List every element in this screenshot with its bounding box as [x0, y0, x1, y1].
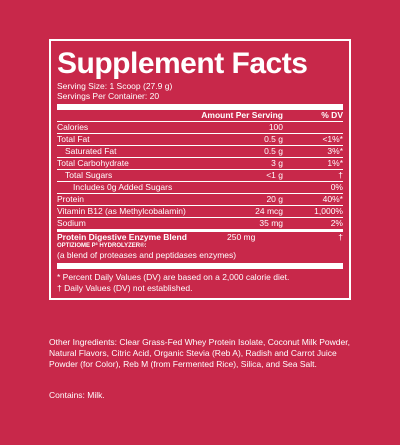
- nutrient-amount: <1 g: [266, 170, 283, 180]
- nutrient-name: Total Fat: [57, 134, 90, 144]
- serving-size: Serving Size: 1 Scoop (27.9 g): [57, 81, 173, 91]
- nutrient-amount: 20 g: [266, 194, 283, 204]
- nutrient-dv: 2%: [330, 218, 343, 228]
- nutrient-name: Includes 0g Added Sugars: [73, 182, 173, 192]
- header-dv: % DV: [321, 110, 343, 120]
- nutrient-row-total-fat: Total Fat 0.5 g <1%*: [57, 134, 343, 146]
- nutrient-row-calories: Calories 100: [57, 122, 343, 134]
- nutrient-name: Calories: [57, 122, 89, 132]
- nutrient-row-saturated-fat: Saturated Fat 0.5 g 3%*: [57, 146, 343, 158]
- dv-footnote: * Percent Daily Values (DV) are based on…: [57, 272, 290, 282]
- nutrient-dv: 1,000%: [314, 206, 343, 216]
- medium-divider: [57, 229, 343, 232]
- blend-brand: OPTIZIOME P³ HYDROLYZER®:: [57, 243, 147, 249]
- nutrient-row-added-sugars: Includes 0g Added Sugars 0%: [57, 182, 343, 194]
- blend-dv: †: [338, 232, 343, 242]
- nutrient-amount: 3 g: [271, 158, 283, 168]
- nutrient-dv: 0%: [330, 182, 343, 192]
- nutrient-dv: <1%*: [322, 134, 343, 144]
- nutrient-row-protein: Protein 20 g 40%*: [57, 194, 343, 206]
- nutrient-amount: 24 mcg: [255, 206, 283, 216]
- nutrient-name: Total Sugars: [65, 170, 113, 180]
- nutrient-dv: 40%*: [322, 194, 343, 204]
- nutrient-dv: †: [338, 170, 343, 180]
- allergen-statement: Contains: Milk.: [49, 390, 105, 400]
- supplement-facts-panel: Supplement Facts Serving Size: 1 Scoop (…: [49, 39, 351, 300]
- nutrient-row-total-carbohydrate: Total Carbohydrate 3 g 1%*: [57, 158, 343, 170]
- nutrient-amount: 0.5 g: [264, 146, 283, 156]
- thick-divider-bottom: [57, 263, 343, 269]
- nutrient-amount: 100: [268, 122, 283, 132]
- blend-description: (a blend of proteases and peptidases enz…: [57, 250, 237, 260]
- nutrient-amount: 35 mg: [259, 218, 283, 228]
- footnotes: * Percent Daily Values (DV) are based on…: [57, 269, 343, 298]
- nutrient-amount: 0.5 g: [264, 134, 283, 144]
- nutrient-dv: 3%*: [327, 146, 343, 156]
- other-ingredients: Other Ingredients: Clear Grass-Fed Whey …: [49, 337, 350, 369]
- blend-amount: 250 mg: [227, 232, 256, 242]
- nutrient-row-total-sugars: Total Sugars <1 g †: [57, 170, 343, 182]
- panel-title: Supplement Facts: [57, 47, 308, 80]
- nutrient-row-vitamin-b12: Vitamin B12 (as Methylcobalamin) 24 mcg …: [57, 206, 343, 218]
- blend-name: Protein Digestive Enzyme Blend: [57, 232, 187, 242]
- thick-divider: [57, 104, 343, 110]
- nutrient-name: Sodium: [57, 218, 86, 228]
- nutrient-name: Vitamin B12 (as Methylcobalamin): [57, 206, 186, 216]
- servings-per-container: Servings Per Container: 20: [57, 91, 160, 101]
- nutrient-dv: 1%*: [327, 158, 343, 168]
- column-header-row: Amount Per Serving % DV: [57, 110, 343, 122]
- nutrient-row-sodium: Sodium 35 mg 2%: [57, 218, 343, 229]
- nutrient-name: Protein: [57, 194, 84, 204]
- nutrient-name: Saturated Fat: [65, 146, 117, 156]
- header-amount: Amount Per Serving: [201, 110, 283, 120]
- not-established-footnote: † Daily Values (DV) not established.: [57, 283, 193, 293]
- nutrient-name: Total Carbohydrate: [57, 158, 129, 168]
- enzyme-blend-row: Protein Digestive Enzyme Blend 250 mg †: [57, 232, 343, 242]
